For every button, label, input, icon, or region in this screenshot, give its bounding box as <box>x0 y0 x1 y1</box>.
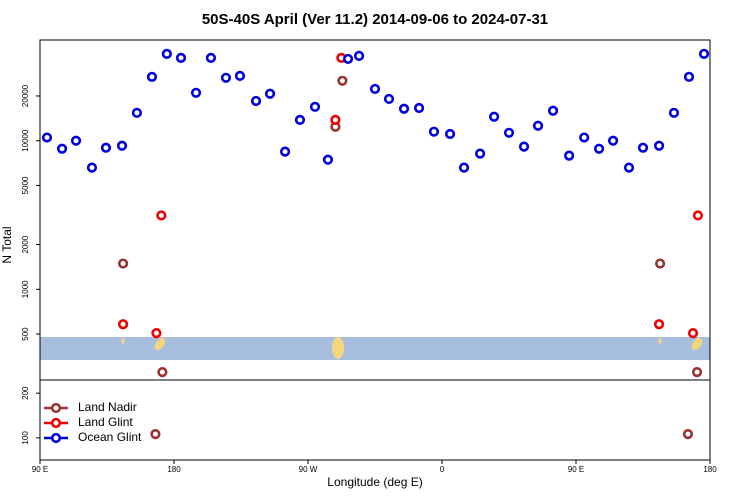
point <box>682 429 694 440</box>
point <box>151 328 162 339</box>
point <box>70 135 82 146</box>
point <box>413 102 425 114</box>
point <box>220 72 232 83</box>
x-tick-label: 0 <box>440 465 445 474</box>
legend-label: Ocean Glint <box>78 430 142 444</box>
legend-marker <box>50 432 62 444</box>
y-tick-label: 5000 <box>21 176 30 194</box>
point <box>100 142 112 153</box>
point <box>579 132 590 143</box>
point <box>653 140 665 151</box>
map-strip <box>40 337 710 360</box>
y-tick-label: 20000 <box>21 84 30 107</box>
point <box>655 258 666 269</box>
y-tick-label: 500 <box>21 327 30 341</box>
point <box>205 52 217 63</box>
point <box>692 210 704 221</box>
point <box>279 146 291 157</box>
point <box>146 71 158 82</box>
point <box>150 429 161 440</box>
point <box>175 52 187 63</box>
map-ocean <box>40 337 710 360</box>
x-tick-label: 180 <box>167 465 181 474</box>
point <box>234 70 246 81</box>
point <box>190 87 202 98</box>
point <box>369 83 381 95</box>
point <box>698 48 710 59</box>
x-tick-label: 90 E <box>32 465 48 474</box>
legend-label: Land Nadir <box>78 400 137 414</box>
map-land <box>154 337 166 351</box>
point <box>444 128 456 140</box>
legend-label: Land Glint <box>78 415 133 429</box>
point <box>691 367 703 378</box>
point <box>294 114 306 126</box>
y-tick-label: 1000 <box>21 280 30 298</box>
x-tick-label: 90 W <box>299 465 318 474</box>
point <box>564 150 575 161</box>
point <box>41 132 53 143</box>
map-land <box>332 337 344 359</box>
point <box>353 50 365 62</box>
point <box>398 103 410 114</box>
plot-frame <box>39 39 711 461</box>
point <box>428 126 440 137</box>
point <box>547 105 559 116</box>
point <box>518 141 530 152</box>
x-tick-label: 90 E <box>568 465 584 474</box>
x-tick-label: 180 <box>703 465 717 474</box>
y-axis-label: N Total <box>0 226 14 263</box>
chart-title: 50S-40S April (Ver 11.2) 2014-09-06 to 2… <box>202 11 548 28</box>
point <box>161 48 172 59</box>
y-tick-label: 100 <box>21 431 30 445</box>
point <box>683 71 695 82</box>
x-axis-label: Longitude (deg E) <box>327 475 422 489</box>
point <box>264 88 276 99</box>
point <box>687 328 699 339</box>
point <box>330 114 341 126</box>
point <box>337 75 348 86</box>
y-tick-label: 200 <box>21 386 30 400</box>
point <box>157 367 168 378</box>
point <box>342 53 354 65</box>
legend-marker <box>50 417 62 429</box>
point <box>503 127 515 138</box>
point <box>116 140 128 151</box>
map-land <box>121 338 125 344</box>
point <box>532 120 544 131</box>
point <box>623 162 635 173</box>
point <box>322 154 334 165</box>
point <box>475 148 486 159</box>
point <box>383 93 395 105</box>
y-tick-label: 2000 <box>21 235 30 253</box>
point <box>156 210 167 221</box>
y-tick-label: 10000 <box>21 129 30 152</box>
point <box>668 107 680 118</box>
point <box>653 319 665 330</box>
point <box>117 258 129 269</box>
legend-marker <box>50 402 62 414</box>
point <box>489 111 500 122</box>
point <box>637 142 649 153</box>
point <box>593 143 605 154</box>
point <box>117 319 129 330</box>
point <box>86 162 98 173</box>
point <box>56 143 68 154</box>
point <box>309 101 321 112</box>
map-land <box>658 338 662 344</box>
point <box>250 95 262 107</box>
point <box>458 162 470 173</box>
map-land <box>691 337 703 351</box>
point <box>607 135 619 146</box>
point <box>131 107 143 118</box>
